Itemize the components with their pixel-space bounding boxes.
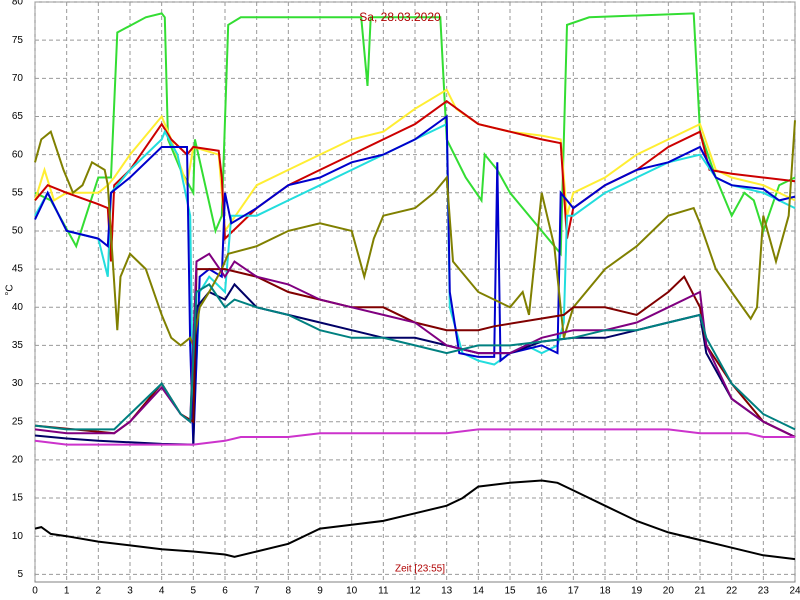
x-tick-label: 15 <box>504 586 516 597</box>
series-line <box>34 114 796 445</box>
lines <box>34 12 796 561</box>
series-line <box>34 99 796 262</box>
series-line <box>34 283 796 431</box>
x-tick-label: 14 <box>473 586 485 597</box>
x-axis-label: Zeit [23:55] <box>395 564 445 575</box>
x-tick-label: 10 <box>346 586 358 597</box>
y-tick-label: 20 <box>12 455 24 466</box>
x-tick-label: 21 <box>694 586 706 597</box>
x-tick-label: 7 <box>254 586 260 597</box>
x-tick-label: 17 <box>568 586 580 597</box>
y-tick-label: 70 <box>12 73 24 84</box>
y-tick-label: 25 <box>12 416 24 427</box>
x-tick-label: 13 <box>441 586 453 597</box>
x-tick-label: 9 <box>317 586 323 597</box>
x-tick-label: 11 <box>378 586 389 597</box>
y-tick-label: 75 <box>12 35 24 46</box>
x-tick-label: 6 <box>222 586 228 597</box>
x-tick-label: 24 <box>789 586 800 597</box>
series-line <box>34 12 796 257</box>
x-tick-label: 18 <box>599 586 611 597</box>
y-axis-label: °C <box>5 284 16 295</box>
x-tick-label: 0 <box>32 586 38 597</box>
y-tick-label: 60 <box>12 149 24 160</box>
x-tick-label: 2 <box>96 586 102 597</box>
x-tick-label: 22 <box>726 586 738 597</box>
y-tick-label: 55 <box>12 187 24 198</box>
series-line <box>34 120 796 350</box>
y-tick-label: 30 <box>12 378 24 389</box>
y-tick-label: 45 <box>12 264 24 275</box>
x-tick-label: 5 <box>191 586 197 597</box>
y-tick-label: 5 <box>17 569 23 580</box>
x-tick-label: 8 <box>286 586 292 597</box>
x-tick-label: 3 <box>127 586 133 597</box>
x-tick-label: 16 <box>536 586 548 597</box>
x-tick-label: 20 <box>663 586 675 597</box>
x-tick-label: 23 <box>758 586 770 597</box>
y-tick-label: 35 <box>12 340 24 351</box>
series-line <box>34 479 796 561</box>
series-line <box>34 88 796 234</box>
y-tick-label: 80 <box>12 0 24 8</box>
y-tick-label: 65 <box>12 111 24 122</box>
y-tick-label: 40 <box>12 302 24 313</box>
y-tick-label: 15 <box>12 493 24 504</box>
chart-title: Sa, 28.03.2020 <box>359 10 441 24</box>
x-tick-label: 4 <box>159 586 165 597</box>
y-tick-label: 10 <box>12 531 24 542</box>
x-tick-label: 1 <box>64 586 70 597</box>
x-tick-label: 19 <box>631 586 643 597</box>
grid <box>34 1 796 582</box>
x-tick-label: 12 <box>409 586 421 597</box>
series-line <box>34 428 795 446</box>
y-tick-label: 50 <box>12 226 24 237</box>
